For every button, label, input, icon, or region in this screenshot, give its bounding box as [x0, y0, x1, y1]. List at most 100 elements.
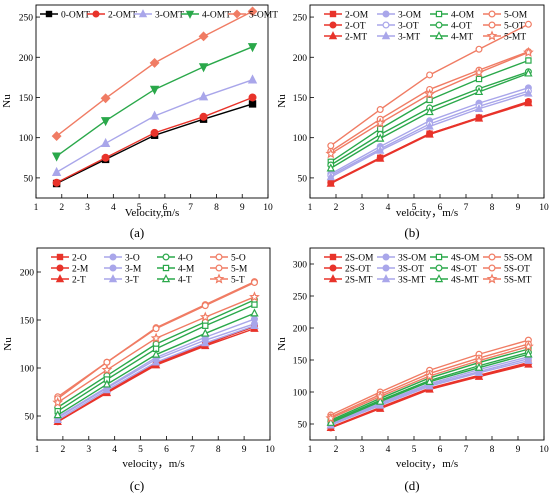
data-series: [53, 320, 259, 424]
data-series: [325, 340, 534, 423]
y-tick-label: 50: [298, 421, 308, 431]
legend-label: 5-OM: [504, 10, 528, 20]
data-point: [100, 137, 111, 148]
x-tick-label: 4: [111, 203, 116, 213]
legend-marker: [488, 21, 496, 29]
data-point: [326, 417, 335, 426]
x-tick-label: 2: [334, 203, 339, 213]
legend-label: 2-O: [72, 253, 87, 263]
legend-label: 5-OT: [504, 21, 525, 31]
y-tick-label: 150: [293, 357, 308, 367]
data-series: [326, 355, 533, 429]
legend-marker: [213, 273, 225, 284]
y-tick-label: 100: [293, 389, 308, 399]
data-point: [102, 379, 112, 388]
legend-label: 3S-OT: [398, 264, 424, 274]
legend-marker: [435, 21, 443, 29]
y-tick-label: 50: [24, 174, 34, 184]
x-tick-label: 9: [516, 445, 521, 455]
y-tick-label: 50: [25, 413, 35, 423]
data-point: [151, 349, 161, 358]
data-point: [523, 46, 534, 58]
legend-label: 2S-MT: [345, 275, 373, 285]
legend-marker: [92, 10, 100, 18]
x-tick-label: 6: [163, 203, 168, 213]
legend-marker: [435, 253, 443, 261]
data-point: [475, 45, 483, 53]
data-point: [250, 308, 259, 317]
data-point: [326, 178, 335, 187]
legend-label: 3S-MT: [398, 275, 426, 285]
x-tick-label: 5: [412, 203, 417, 213]
data-point: [149, 57, 160, 68]
data-point: [475, 75, 483, 83]
data-point: [376, 133, 385, 142]
data-point: [150, 128, 159, 137]
data-point: [251, 301, 258, 308]
chart-panel: 1 2 3 4 5 6 7 8 9 10 50 100 150 200 250 velocity，m/s Nu (…: [276, 4, 549, 240]
data-point: [51, 131, 62, 142]
legend-label: 4-M: [178, 264, 195, 274]
x-tick-label: 1: [35, 445, 40, 455]
data-point: [151, 357, 161, 366]
data-point: [474, 371, 484, 380]
legend: 0-OMT 2-OMT 3-OMT 4-OMT 5-OMT: [40, 9, 278, 20]
legend-label: 2-OT: [345, 21, 366, 31]
panel-label: (c): [130, 478, 144, 493]
data-point: [376, 145, 385, 154]
chart-panel: 1 2 3 4 5 6 7 8 9 10 50 100 150 200 velocity，m/s Nu (c) 2…: [2, 247, 275, 493]
y-axis-label: Nu: [2, 337, 14, 351]
data-point: [525, 57, 532, 64]
x-axis-label: Velocity,m/s: [125, 207, 180, 219]
legend-label: 5-O: [231, 253, 246, 263]
legend-label: 2-M: [72, 264, 89, 274]
data-point: [424, 370, 435, 381]
plot-frame: [35, 4, 269, 199]
data-series: [326, 88, 533, 181]
x-tick-label: 5: [412, 445, 417, 455]
data-point: [100, 117, 111, 127]
data-series: [52, 93, 257, 187]
legend-label: 5-T: [231, 275, 245, 285]
x-tick-label: 1: [308, 203, 313, 213]
y-tick-label: 250: [293, 293, 308, 303]
legend-label: 4S-OM: [451, 253, 480, 263]
legend-label: 5-M: [231, 264, 248, 274]
legend-label: 2S-OM: [345, 253, 374, 263]
y-tick-label: 150: [293, 94, 308, 104]
legend-label: 5-OMT: [249, 10, 278, 20]
legend-marker: [488, 253, 496, 261]
y-tick-label: 250: [293, 14, 308, 24]
legend-marker: [488, 10, 496, 18]
data-point: [474, 103, 484, 112]
plot-frame: [309, 4, 545, 199]
x-tick-label: 2: [334, 445, 339, 455]
x-tick-label: 5: [137, 203, 142, 213]
legend-marker: [215, 253, 223, 261]
data-point: [376, 396, 385, 405]
x-tick-label: 6: [438, 445, 443, 455]
legend-marker: [328, 274, 338, 283]
data-point: [524, 349, 533, 358]
y-tick-label: 50: [298, 174, 308, 184]
legend-marker: [435, 264, 443, 272]
legend-label: 2-T: [72, 275, 86, 285]
y-tick-label: 200: [19, 54, 34, 64]
data-point: [53, 410, 62, 419]
y-tick-label: 150: [19, 94, 34, 104]
data-point: [199, 112, 208, 121]
data-point: [325, 412, 337, 423]
legend-label: 3-OT: [398, 21, 419, 31]
y-tick-label: 200: [293, 54, 308, 64]
legend-marker: [138, 9, 148, 18]
data-series: [53, 308, 259, 419]
x-tick-label: 6: [164, 445, 169, 455]
legend-marker: [381, 31, 391, 40]
data-point: [425, 107, 434, 116]
legend-marker: [382, 21, 390, 29]
data-point: [474, 362, 484, 371]
data-point: [524, 359, 533, 368]
panel-label: (b): [404, 225, 419, 240]
legend-marker: [486, 30, 498, 41]
x-tick-label: 1: [34, 203, 39, 213]
